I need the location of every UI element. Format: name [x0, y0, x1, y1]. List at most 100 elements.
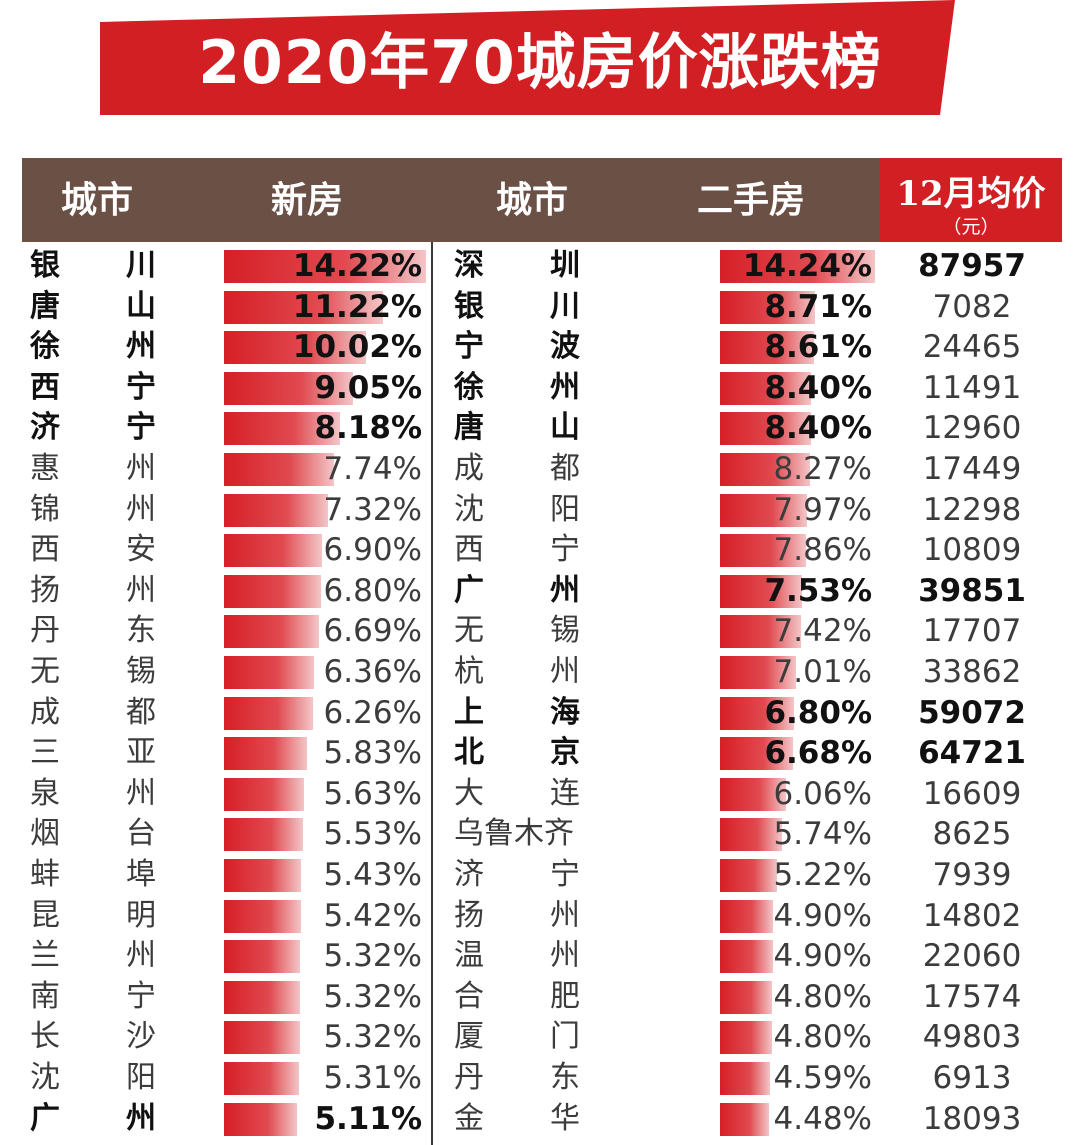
table-row: 蚌 埠 5.43% 济 宁 5.22% 7939	[22, 855, 1062, 896]
second-hand-city-char-1: 北	[454, 735, 484, 771]
new-house-bar	[224, 859, 302, 892]
second-hand-bar	[720, 371, 812, 405]
new-house-city-char-1: 唐	[30, 288, 60, 324]
new-house-city-char-2: 州	[126, 775, 156, 811]
new-house-value-label: 8.18%	[314, 410, 422, 447]
second-hand-value-label: 7.01%	[773, 654, 872, 690]
new-house-bar	[224, 493, 328, 527]
second-hand-bar	[720, 453, 811, 486]
second-hand-city-char-2: 州	[550, 654, 580, 689]
second-hand-value-label: 7.53%	[764, 572, 872, 609]
new-house-value-label: 5.43%	[323, 857, 422, 893]
new-house-city-char-1: 泉	[30, 775, 60, 811]
new-house-city-char-1: 三	[30, 735, 60, 771]
table-row: 三 亚 5.83% 北 京 6.68% 64721	[22, 733, 1062, 774]
second-hand-bar	[720, 331, 814, 365]
new-house-city-char-1: 烟	[30, 816, 60, 852]
new-house-value-label: 10.02%	[292, 329, 422, 366]
second-hand-city-char-2: 圳	[550, 248, 580, 283]
second-hand-city: 乌鲁木齐	[454, 816, 574, 852]
second-hand-bar	[720, 412, 812, 446]
header-price-unit: （元）	[942, 216, 1000, 238]
second-hand-city-char-1: 无	[454, 613, 484, 649]
second-hand-value-label: 5.22%	[773, 857, 872, 893]
table-row: 济 宁 8.18% 唐 山 8.40% 12960	[22, 408, 1062, 449]
new-house-city-char-1: 银	[30, 248, 60, 283]
new-house-bar	[224, 1102, 297, 1136]
second-hand-city-char-2: 华	[550, 1100, 580, 1136]
second-hand-value-label: 5.74%	[773, 816, 872, 853]
dec-avg-price: 7939	[932, 857, 1012, 893]
new-house-bar	[224, 290, 384, 324]
second-hand-city-char-2: 门	[550, 1019, 580, 1055]
new-house-value-label: 6.26%	[323, 694, 422, 731]
new-house-value-label: 6.69%	[323, 613, 422, 650]
second-hand-bar	[720, 493, 807, 527]
new-house-value-label: 5.32%	[323, 938, 422, 975]
dec-avg-price: 17574	[922, 978, 1022, 1015]
table-row: 烟 台 5.53% 乌鲁木齐 5.74% 8625	[22, 814, 1062, 855]
table-row: 泉 州 5.63% 大 连 6.06% 16609	[22, 774, 1062, 815]
new-house-value-label: 5.31%	[323, 1060, 422, 1096]
new-house-city-char-2: 锡	[126, 654, 156, 689]
new-house-value-label: 5.53%	[323, 816, 422, 853]
second-hand-city-char-2: 锡	[550, 613, 580, 649]
dec-avg-price: 14802	[922, 897, 1022, 934]
dec-avg-price: 22060	[922, 938, 1022, 975]
new-house-value-label: 5.32%	[323, 1019, 422, 1056]
second-hand-value-label: 4.80%	[773, 978, 872, 1015]
second-hand-bar	[720, 250, 875, 283]
new-house-city-char-2: 宁	[126, 410, 156, 446]
second-hand-bar	[720, 980, 773, 1014]
second-hand-bar	[720, 1021, 773, 1055]
second-hand-city-char-1: 济	[454, 857, 484, 892]
new-house-city-char-2: 川	[126, 248, 156, 283]
second-hand-value-label: 4.48%	[773, 1100, 872, 1137]
second-hand-city-char-2: 宁	[550, 532, 580, 568]
dec-avg-price: 6913	[932, 1060, 1012, 1096]
dec-avg-price: 10809	[922, 532, 1022, 569]
second-hand-bar	[720, 290, 815, 324]
new-house-city-char-2: 宁	[126, 978, 156, 1014]
second-hand-city-char-2: 波	[550, 329, 580, 365]
dec-avg-price: 39851	[918, 572, 1026, 609]
table-row: 扬 州 6.80% 广 州 7.53% 39851	[22, 571, 1062, 612]
new-house-city-char-1: 济	[30, 410, 60, 446]
new-house-value-label: 5.63%	[323, 775, 422, 812]
new-house-city-char-1: 沈	[30, 1060, 60, 1095]
new-house-city-char-2: 明	[126, 897, 156, 933]
second-hand-bar	[720, 818, 783, 852]
new-house-city-char-2: 州	[126, 329, 156, 365]
second-hand-city-char-2: 肥	[550, 978, 580, 1014]
dec-avg-price: 8625	[932, 816, 1012, 853]
new-house-value-label: 5.42%	[323, 897, 422, 934]
dec-avg-price: 16609	[922, 775, 1022, 812]
second-hand-bar	[720, 656, 797, 689]
table-row: 惠 州 7.74% 成 都 8.27% 17449	[22, 449, 1062, 490]
header-second-hand: 二手房	[622, 158, 880, 242]
new-house-city-char-2: 台	[126, 816, 156, 852]
new-house-city-char-2: 宁	[126, 369, 156, 405]
table-row: 西 安 6.90% 西 宁 7.86% 10809	[22, 530, 1062, 571]
dec-avg-price: 12960	[922, 410, 1022, 447]
dec-avg-price: 11491	[922, 369, 1022, 406]
new-house-bar	[224, 412, 341, 446]
new-house-city-char-2: 山	[126, 288, 156, 324]
column-divider	[431, 242, 433, 1145]
new-house-city-char-2: 州	[126, 1100, 156, 1136]
second-hand-bar	[720, 534, 806, 568]
new-house-bar	[224, 696, 313, 730]
second-hand-bar	[720, 777, 786, 811]
second-hand-city-char-1: 杭	[454, 654, 484, 689]
dec-avg-price: 87957	[918, 248, 1026, 284]
new-house-city-char-2: 沙	[126, 1019, 156, 1055]
new-house-bar	[224, 777, 304, 811]
new-house-city-char-2: 州	[126, 451, 156, 486]
header-new-house: 新房	[172, 158, 442, 242]
second-hand-city-char-1: 成	[454, 451, 484, 486]
table-row: 锦 州 7.32% 沈 阳 7.97% 12298	[22, 490, 1062, 531]
new-house-city-char-2: 东	[126, 613, 156, 649]
second-hand-bar	[720, 615, 801, 649]
table-row: 西 宁 9.05% 徐 州 8.40% 11491	[22, 368, 1062, 409]
second-hand-city-char-2: 宁	[550, 857, 580, 892]
